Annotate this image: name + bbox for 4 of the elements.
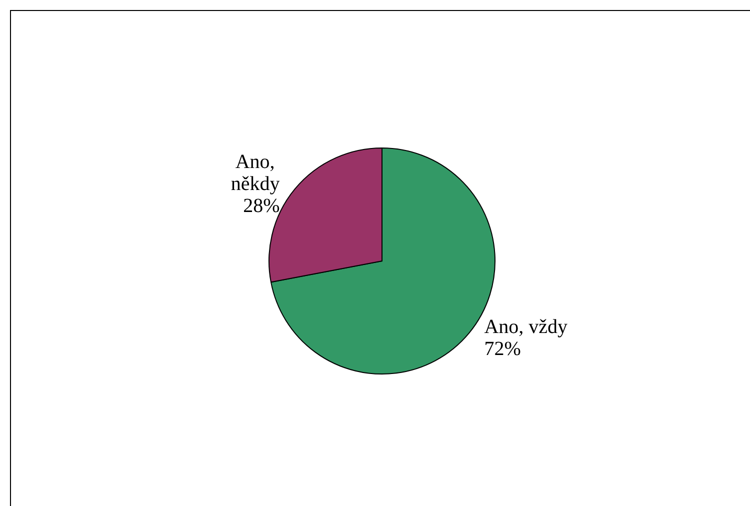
slice-label: Ano, vždy [484, 316, 568, 338]
data-label: 72% [484, 338, 521, 360]
data-label: 28% [243, 194, 280, 217]
slice-label: Ano, někdy [230, 150, 280, 195]
